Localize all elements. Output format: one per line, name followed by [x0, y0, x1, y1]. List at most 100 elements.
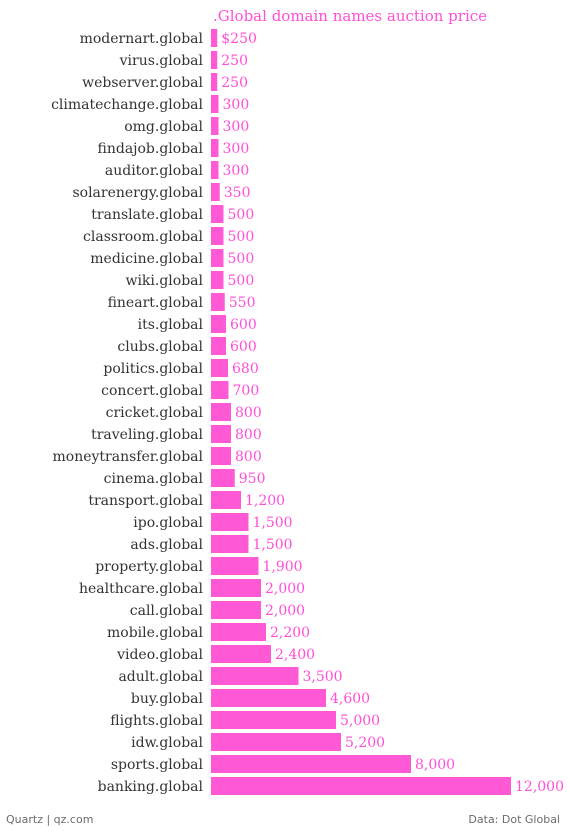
bar	[211, 183, 220, 201]
bar	[211, 337, 226, 355]
footer-source: Quartz | qz.com	[6, 813, 94, 826]
category-label: auditor.global	[105, 163, 204, 179]
value-label: 300	[223, 97, 250, 113]
value-label: 250	[221, 53, 248, 69]
category-label: webserver.global	[82, 75, 203, 91]
bar	[211, 579, 261, 597]
bar	[211, 315, 226, 333]
value-label: 300	[223, 141, 250, 157]
category-label: idw.global	[131, 735, 203, 751]
category-label: fineart.global	[108, 295, 204, 311]
category-label: omg.global	[124, 119, 203, 135]
bar	[211, 425, 231, 443]
value-label: 600	[230, 339, 257, 355]
value-label: 700	[233, 383, 260, 399]
value-label: 600	[230, 317, 257, 333]
category-label: traveling.global	[91, 427, 203, 443]
value-label: 2,000	[265, 603, 305, 619]
value-label: 2,000	[265, 581, 305, 597]
bar	[211, 381, 229, 399]
category-label: wiki.global	[125, 273, 203, 289]
bar	[211, 513, 249, 531]
value-label: 500	[228, 251, 255, 267]
value-label: 4,600	[330, 691, 370, 707]
category-label: healthcare.global	[79, 581, 204, 597]
category-label: transport.global	[88, 493, 203, 509]
bar	[211, 755, 411, 773]
value-label: 800	[235, 427, 262, 443]
bar	[211, 447, 231, 465]
category-label: ads.global	[130, 537, 203, 553]
category-label: solarenergy.global	[72, 185, 203, 201]
value-label: 1,200	[245, 493, 285, 509]
bar	[211, 777, 511, 795]
value-label: 2,400	[275, 647, 315, 663]
value-label: 500	[228, 273, 255, 289]
value-label: 1,500	[253, 515, 293, 531]
bar	[211, 733, 341, 751]
category-label: classroom.global	[83, 229, 203, 245]
category-label: its.global	[138, 317, 204, 333]
bar	[211, 161, 219, 179]
bar	[211, 271, 224, 289]
category-label: video.global	[116, 647, 203, 663]
value-label: 1,900	[263, 559, 303, 575]
bar	[211, 29, 218, 47]
bar	[211, 711, 336, 729]
bar	[211, 359, 228, 377]
bar	[211, 51, 218, 69]
category-label: adult.global	[118, 669, 203, 685]
category-label: sports.global	[111, 757, 204, 773]
value-label: 350	[224, 185, 251, 201]
category-label: property.global	[95, 559, 203, 575]
bar	[211, 293, 225, 311]
value-label: 1,500	[253, 537, 293, 553]
bar	[211, 535, 249, 553]
value-label: 680	[232, 361, 259, 377]
value-label: 8,000	[415, 757, 455, 773]
value-label: 5,000	[340, 713, 380, 729]
category-label: cricket.global	[106, 405, 204, 421]
footer-data-credit: Data: Dot Global	[468, 813, 560, 826]
bar	[211, 601, 261, 619]
value-label: 550	[229, 295, 256, 311]
category-label: mobile.global	[107, 625, 204, 641]
bar	[211, 623, 266, 641]
value-label: 300	[223, 119, 250, 135]
value-label: 500	[228, 229, 255, 245]
category-label: modernart.global	[80, 31, 204, 47]
value-label: $250	[221, 31, 257, 47]
bar	[211, 227, 224, 245]
value-label: 950	[239, 471, 266, 487]
bar	[211, 139, 219, 157]
bar	[211, 73, 218, 91]
category-label: cinema.global	[104, 471, 204, 487]
category-label: medicine.global	[90, 251, 203, 267]
value-label: 300	[223, 163, 250, 179]
bar	[211, 645, 271, 663]
category-label: ipo.global	[133, 515, 203, 531]
value-label: 5,200	[345, 735, 385, 751]
bar	[211, 117, 219, 135]
value-label: 2,200	[270, 625, 310, 641]
bars-group: modernart.global $250 virus.global 250 webse…	[51, 29, 564, 795]
category-label: climatechange.global	[51, 97, 203, 113]
bar	[211, 491, 241, 509]
value-label: 800	[235, 405, 262, 421]
bar	[211, 205, 224, 223]
value-label: 500	[228, 207, 255, 223]
bar	[211, 469, 235, 487]
bar	[211, 95, 219, 113]
bar	[211, 249, 224, 267]
category-label: virus.global	[119, 53, 204, 69]
category-label: politics.global	[103, 361, 203, 377]
category-label: call.global	[130, 603, 204, 619]
bar	[211, 557, 259, 575]
category-label: concert.global	[101, 383, 203, 399]
bar	[211, 667, 299, 685]
bar	[211, 403, 231, 421]
bar	[211, 689, 326, 707]
category-label: banking.global	[98, 779, 204, 795]
value-label: 12,000	[515, 779, 564, 795]
